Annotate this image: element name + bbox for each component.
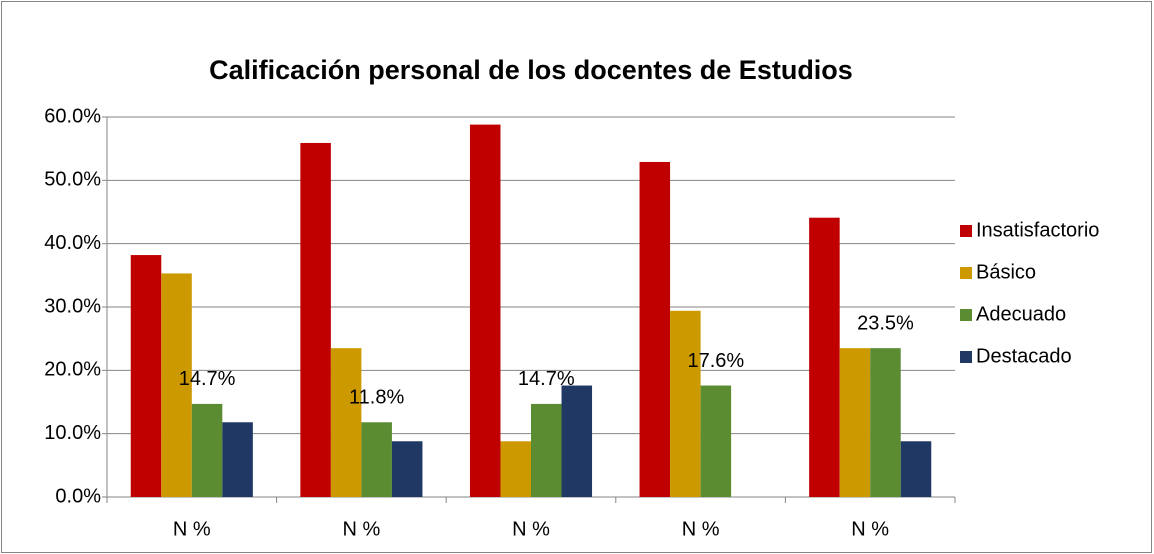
bar: [531, 403, 562, 497]
data-label: 14.7%: [518, 368, 575, 390]
legend-label: Adecuado: [976, 303, 1066, 325]
y-tick-label: 10.0%: [44, 422, 101, 444]
x-tick-label: N %: [682, 518, 720, 540]
bar: [870, 348, 901, 497]
legend-swatch: [960, 351, 972, 363]
legend-label: Básico: [976, 261, 1036, 283]
bar: [670, 310, 701, 497]
y-tick-label: 40.0%: [44, 232, 101, 254]
legend-swatch: [960, 309, 972, 321]
bar: [130, 255, 162, 497]
data-label: 17.6%: [688, 350, 745, 372]
bar: [639, 161, 671, 497]
bar: [161, 273, 192, 497]
bar: [330, 348, 362, 497]
data-label: 11.8%: [349, 387, 404, 409]
x-tick-label: N %: [512, 518, 550, 540]
bar: [469, 124, 501, 497]
data-label: 14.7%: [179, 368, 236, 390]
data-label: 23.5%: [857, 312, 914, 334]
bar: [700, 385, 732, 497]
bar: [809, 217, 840, 497]
legend-label: Destacado: [976, 345, 1072, 367]
bar: [900, 441, 932, 497]
y-tick-label: 0.0%: [55, 485, 101, 507]
y-tick-label: 50.0%: [44, 169, 101, 191]
bar: [361, 422, 392, 497]
y-tick-label: 30.0%: [44, 295, 101, 317]
chart-title: Calificación personal de los docentes de…: [209, 55, 853, 85]
bar: [500, 441, 531, 497]
bar: [839, 348, 871, 497]
x-tick-label: N %: [343, 518, 381, 540]
legend-swatch: [960, 225, 972, 237]
y-tick-label: 20.0%: [44, 359, 101, 381]
legend-label: Insatisfactorio: [976, 219, 1099, 241]
bar: [222, 422, 253, 497]
x-tick-label: N %: [173, 518, 211, 540]
bar: [191, 403, 223, 497]
legend-swatch: [960, 267, 972, 279]
bar: [300, 142, 331, 497]
x-tick-label: N %: [851, 518, 889, 540]
bar: [391, 441, 423, 497]
y-tick-label: 60.0%: [44, 105, 101, 127]
bar: [561, 385, 593, 497]
